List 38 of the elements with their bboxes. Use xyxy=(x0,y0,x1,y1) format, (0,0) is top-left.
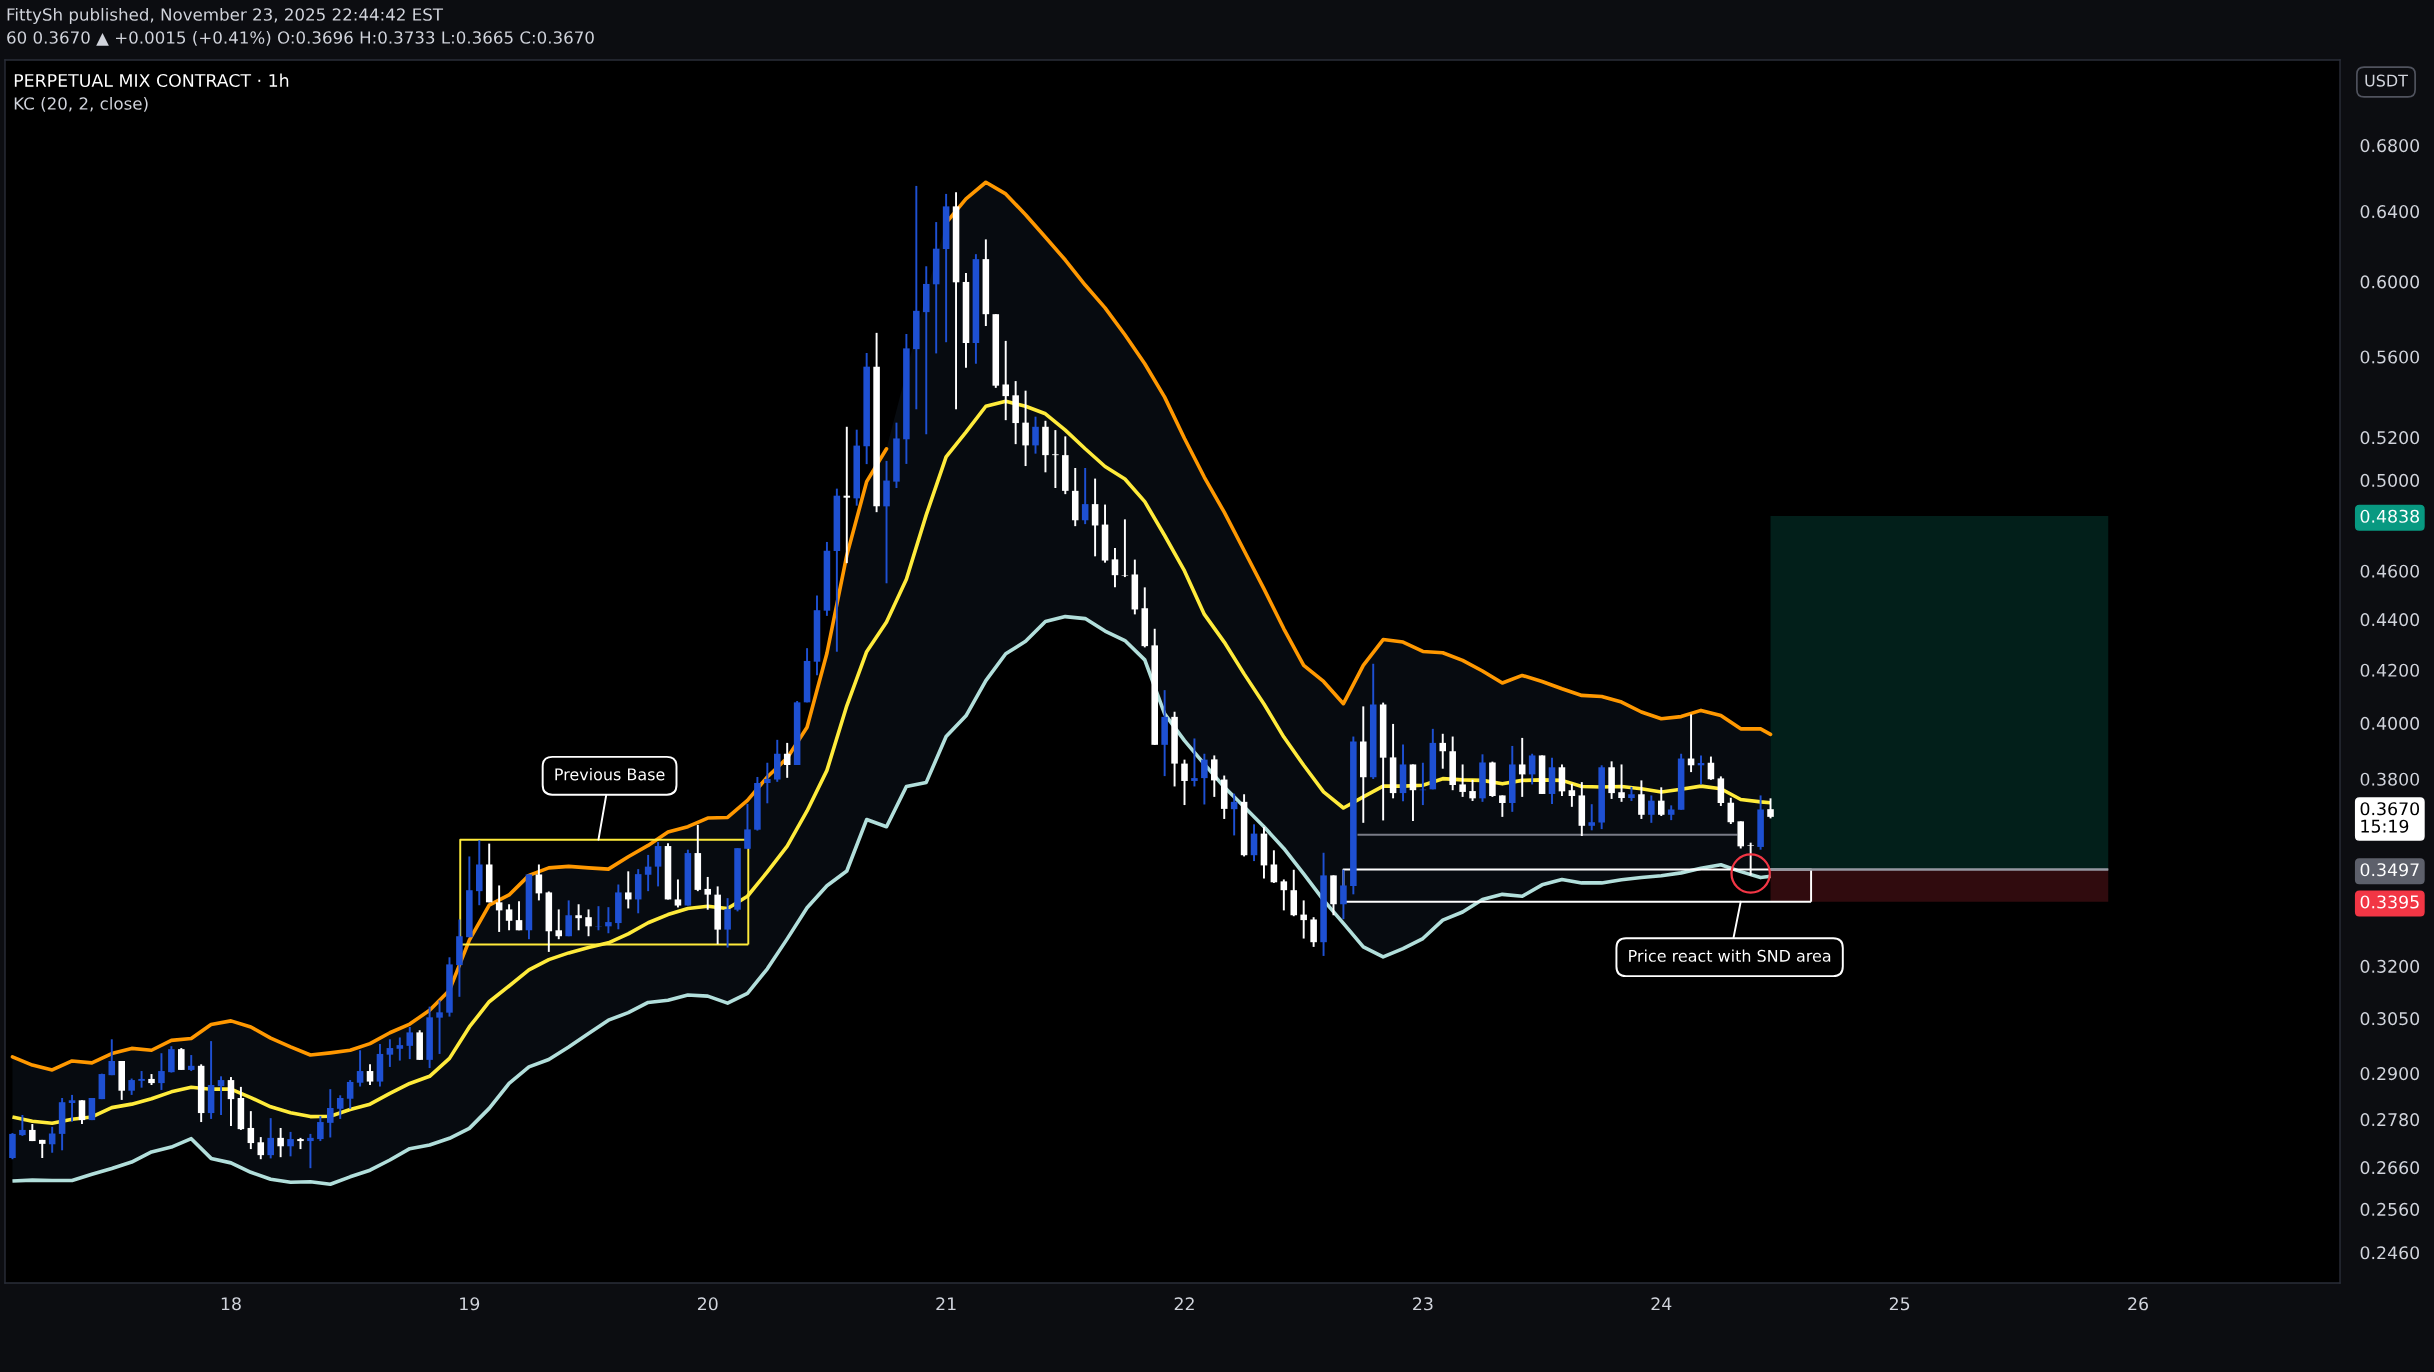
x-tick-label: 21 xyxy=(936,1297,956,1311)
y-tick-label: 0.3050 xyxy=(2360,1012,2420,1026)
y-tick-label: 0.4000 xyxy=(2360,716,2420,730)
y-tick-label: 0.5000 xyxy=(2360,473,2420,487)
x-tick-label: 25 xyxy=(1889,1297,1910,1311)
y-tick-label: 0.2460 xyxy=(2360,1246,2420,1260)
x-tick-label: 26 xyxy=(2128,1297,2148,1311)
y-tick-label: 0.4838 xyxy=(2360,509,2419,523)
x-tick-label: 24 xyxy=(1651,1297,1672,1311)
y-tick-label: 0.5200 xyxy=(2360,431,2420,445)
x-tick-label: 19 xyxy=(460,1297,480,1311)
y-axis-title: USDT xyxy=(2365,74,2408,87)
x-tick-label: 23 xyxy=(1413,1297,1433,1311)
y-tick-label: 0.3800 xyxy=(2360,772,2420,786)
y-tick-label: 0.3670 15:19 xyxy=(2360,802,2420,833)
y-tick-label: 0.6800 xyxy=(2360,139,2420,153)
x-tick-label: 18 xyxy=(221,1297,241,1311)
y-tick-label: 0.2780 xyxy=(2360,1113,2420,1127)
y-tick-label: 0.2560 xyxy=(2360,1202,2420,1216)
y-tick-label: 0.6400 xyxy=(2360,205,2420,219)
y-tick-label: 0.2660 xyxy=(2360,1161,2420,1175)
y-tick-label: 0.4200 xyxy=(2360,663,2420,677)
text: KC (20, 2, close) xyxy=(14,96,148,112)
y-tick-label: 0.2900 xyxy=(2360,1067,2420,1081)
y-tick-label: 0.4600 xyxy=(2360,564,2420,578)
y-tick-label: 0.3395 xyxy=(2360,895,2419,909)
text: FittySh published, November 23, 2025 22:44:42 EST xyxy=(7,7,444,25)
y-tick-label: 0.3497 xyxy=(2360,863,2419,877)
annotation: Price react with SND area xyxy=(1629,949,1831,962)
text: PERPETUAL MIX CONTRACT · 1h xyxy=(14,73,289,88)
y-tick-label: 0.5600 xyxy=(2360,350,2420,364)
y-tick-label: 0.6000 xyxy=(2360,275,2420,289)
y-tick-label: 0.4400 xyxy=(2360,613,2420,627)
x-tick-label: 20 xyxy=(697,1297,718,1311)
text: 60 0.3670 ▲ +0.0015 (+0.41%) O:0.3696 H:0.3733 L:0.3665 C:0.3670 xyxy=(7,30,594,46)
annotation: Previous Base xyxy=(555,768,665,781)
y-tick-label: 0.3200 xyxy=(2360,959,2420,973)
x-tick-label: 22 xyxy=(1174,1297,1194,1311)
